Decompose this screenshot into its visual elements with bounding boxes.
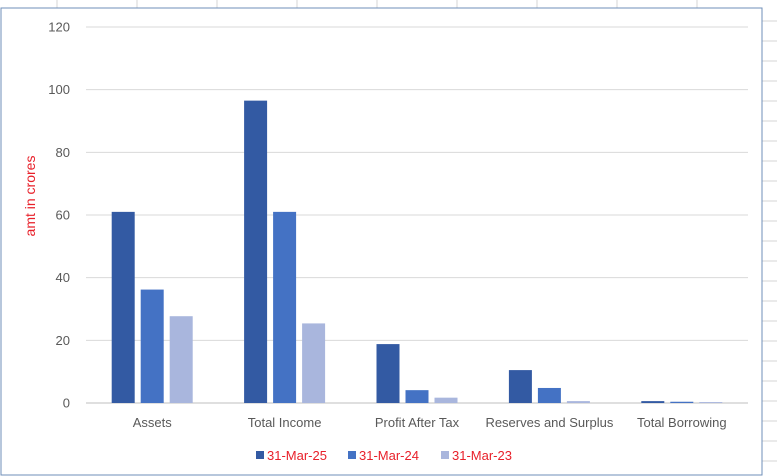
bar xyxy=(641,401,665,403)
y-tick-label: 100 xyxy=(48,82,70,97)
legend-label: 31-Mar-24 xyxy=(359,448,419,463)
legend-swatch xyxy=(256,451,264,459)
y-tick-label: 120 xyxy=(48,20,70,35)
bar xyxy=(273,211,297,403)
x-category-label: Profit After Tax xyxy=(375,415,460,430)
y-axis-tick-labels: 0 20 40 60 80 100 120 xyxy=(48,20,70,411)
bar xyxy=(670,401,694,403)
y-tick-label: 20 xyxy=(56,333,70,348)
bar xyxy=(699,402,723,403)
y-tick-label: 80 xyxy=(56,145,70,160)
y-tick-label: 40 xyxy=(56,270,70,285)
bar xyxy=(405,390,429,403)
bar xyxy=(302,323,326,403)
legend-swatch xyxy=(348,451,356,459)
bar xyxy=(244,100,268,403)
x-axis-category-labels: Assets Total Income Profit After Tax Reserv… xyxy=(133,415,727,430)
x-category-label: Total Borrowing xyxy=(637,415,727,430)
bar-series-group xyxy=(111,100,723,403)
x-category-label: Total Income xyxy=(248,415,322,430)
bar xyxy=(434,397,458,403)
x-category-label: Reserves and Surplus xyxy=(485,415,613,430)
bar xyxy=(376,344,400,403)
legend: 31-Mar-25 31-Mar-24 31-Mar-23 xyxy=(256,448,512,463)
bar xyxy=(169,316,193,403)
legend-label: 31-Mar-25 xyxy=(267,448,327,463)
bar xyxy=(508,370,532,403)
x-category-label: Assets xyxy=(133,415,173,430)
y-tick-label: 60 xyxy=(56,208,70,223)
bar xyxy=(111,211,135,403)
bar xyxy=(566,401,590,403)
legend-label: 31-Mar-23 xyxy=(452,448,512,463)
bar xyxy=(140,289,164,403)
bar xyxy=(537,387,561,403)
y-axis-title: amt in crores xyxy=(22,156,38,237)
legend-swatch xyxy=(441,451,449,459)
y-tick-label: 0 xyxy=(63,396,70,411)
gridlines xyxy=(86,26,748,404)
